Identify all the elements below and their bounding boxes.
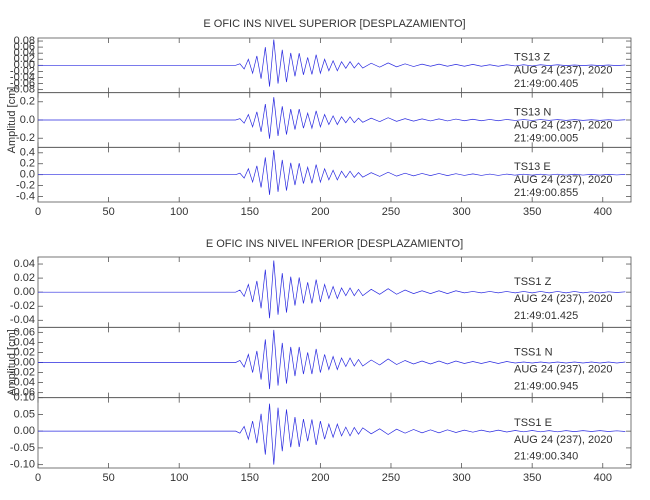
y-tick-label: 0.2	[20, 158, 35, 170]
x-tick-label: 250	[382, 472, 400, 484]
trace-annotation: 21:49:00.945	[514, 380, 578, 392]
x-tick-label: 250	[382, 206, 400, 218]
y-tick-label: 0.05	[14, 408, 35, 420]
x-tick-label: 400	[594, 206, 612, 218]
x-tick-label: 350	[523, 472, 541, 484]
x-tick-label: 150	[241, 206, 259, 218]
trace-annotation: AUG 24 (237), 2020	[514, 434, 612, 446]
y-tick-label: 0.0	[20, 169, 35, 181]
x-tick-label: 50	[102, 472, 114, 484]
x-tick-label: 100	[170, 206, 188, 218]
y-tick-label: -0.02	[10, 300, 35, 312]
y-tick-label: 0.02	[14, 53, 35, 65]
trace-annotation: TS13 E	[514, 161, 551, 173]
chart-title: E OFIC INS NIVEL SUPERIOR [DESPLAZAMIENT…	[203, 18, 465, 30]
y-tick-label: 0.04	[14, 336, 35, 348]
y-tick-label: 0.4	[20, 147, 35, 159]
y-tick-label: 0.00	[14, 59, 35, 71]
x-tick-label: 100	[170, 472, 188, 484]
y-tick-label: -0.05	[10, 442, 35, 454]
x-tick-label: 0	[35, 472, 41, 484]
y-tick-label: -0.06	[10, 387, 35, 399]
trace-annotation: 21:49:00.405	[514, 78, 578, 90]
trace-annotation: AUG 24 (237), 2020	[514, 293, 612, 305]
y-tick-label: 0.02	[14, 346, 35, 358]
x-tick-label: 300	[452, 206, 470, 218]
waveform	[38, 403, 626, 465]
y-tick-label: -0.02	[10, 366, 35, 378]
x-tick-label: 200	[311, 472, 329, 484]
y-tick-label: -0.2	[16, 180, 35, 192]
waveform	[38, 39, 626, 87]
trace-annotation: 21:49:00.340	[514, 451, 578, 463]
y-tick-label: 0.10	[14, 392, 35, 404]
y-tick-label: 0.00	[14, 286, 35, 298]
x-tick-label: 200	[311, 206, 329, 218]
y-axis-label: Amplitud [cm]	[6, 329, 18, 396]
y-tick-label: -0.10	[10, 459, 35, 471]
y-axis-label: Amplitud [cm]	[6, 87, 18, 154]
y-tick-label: 0.04	[14, 258, 35, 270]
x-tick-label: 300	[452, 472, 470, 484]
y-tick-label: 0.00	[14, 425, 35, 437]
y-tick-label: -0.08	[10, 84, 35, 96]
trace-annotation: AUG 24 (237), 2020	[514, 363, 612, 375]
y-tick-label: 0.04	[14, 47, 35, 59]
x-tick-label: 0	[35, 206, 41, 218]
y-tick-label: -0.02	[10, 65, 35, 77]
y-tick-label: -0.06	[10, 77, 35, 89]
panel-frame	[37, 397, 632, 469]
y-tick-label: 0.08	[14, 35, 35, 47]
y-tick-label: -0.2	[16, 132, 35, 144]
y-tick-label: -0.04	[10, 71, 35, 83]
trace-annotation: 21:49:01.425	[514, 310, 578, 322]
x-tick-label: 400	[594, 472, 612, 484]
y-tick-label: 0.06	[14, 41, 35, 53]
x-tick-label: 150	[241, 472, 259, 484]
y-tick-label: 0.2	[20, 96, 35, 108]
y-tick-label: 0.00	[14, 356, 35, 368]
waveform	[38, 97, 626, 139]
y-tick-label: -0.04	[10, 377, 35, 389]
trace-annotation: 21:49:00.855	[514, 187, 578, 199]
trace-annotation: TS13 N	[514, 106, 551, 118]
trace-annotation: AUG 24 (237), 2020	[514, 119, 612, 131]
x-tick-label: 50	[102, 206, 114, 218]
trace-annotation: TS13 Z	[514, 52, 550, 64]
trace-annotation: 21:49:00.005	[514, 132, 578, 144]
y-tick-label: -0.4	[16, 190, 35, 202]
y-tick-label: 0.06	[14, 326, 35, 338]
waveform	[38, 150, 626, 195]
chart-title: E OFIC INS NIVEL INFERIOR [DESPLAZAMIENT…	[206, 238, 463, 250]
x-tick-label: 350	[523, 206, 541, 218]
waveform	[38, 329, 626, 390]
y-tick-label: -0.04	[10, 314, 35, 326]
y-tick-label: 0.0	[20, 114, 35, 126]
y-tick-label: 0.02	[14, 272, 35, 284]
trace-annotation: AUG 24 (237), 2020	[514, 174, 612, 186]
trace-annotation: TSS1 E	[514, 417, 552, 429]
trace-annotation: TSS1 Z	[514, 276, 552, 288]
waveform	[38, 260, 626, 319]
trace-annotation: AUG 24 (237), 2020	[514, 65, 612, 77]
trace-annotation: TSS1 N	[514, 347, 553, 359]
